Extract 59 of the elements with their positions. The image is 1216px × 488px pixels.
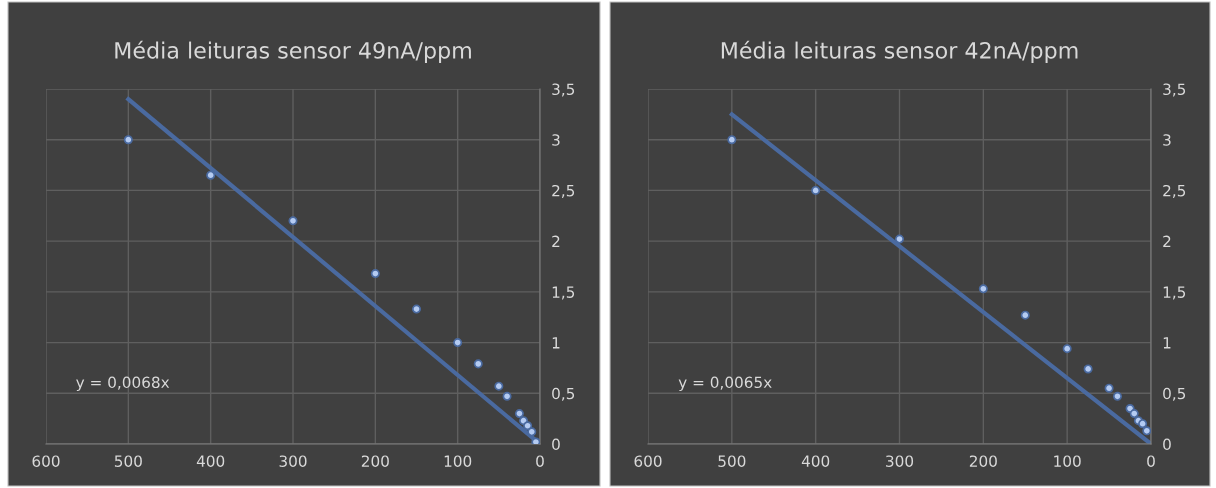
point [531,437,540,444]
x-tick-label: 0 [536,455,544,467]
point [1138,419,1148,429]
point [370,269,380,279]
x-tick-label: 100 [444,455,472,467]
y-tick-label: 2,5 [552,184,575,199]
x-tick-label: 500 [114,455,142,467]
y-tick-label: 3 [552,134,560,146]
point [1083,364,1093,374]
point [1020,310,1030,320]
point [1142,426,1151,436]
y-tick-label: 3,5 [552,83,575,97]
x-tick-label: 600 [634,455,662,467]
annotation: y = 0,0068x [76,376,170,392]
point [453,338,463,348]
x-tick-label: 300 [886,455,914,467]
chart-title: Média leituras sensor 42nA/ppm [721,40,1078,64]
point [288,216,298,226]
y-tick-label: 2 [552,235,560,247]
point [411,304,422,314]
point [527,427,537,437]
point [494,381,504,391]
x-tick-label: 200 [969,455,997,467]
y-tick-label: 0,5 [1163,387,1186,401]
x-tick-label: 600 [32,455,60,467]
y-tick-label: 3 [1163,134,1171,146]
y-tick-label: 2 [1163,235,1171,247]
point [1112,391,1122,401]
point [123,135,133,145]
point [978,284,988,294]
annotation: y = 0,0065x [678,376,772,392]
point [206,170,216,180]
point [523,421,533,431]
y-tick-label: 1,5 [1163,286,1186,300]
chart-title: Média leituras sensor 49nA/ppm [115,40,471,64]
y-tick-label: 2,5 [1163,184,1186,199]
point [1129,409,1139,419]
x-tick-label: 200 [361,455,389,467]
y-tick-label: 1 [1163,337,1171,349]
point [502,391,512,401]
y-tick-label: 0 [552,438,560,451]
point [514,409,524,419]
y-tick-label: 3,5 [1163,83,1186,97]
point [473,359,483,369]
point [727,135,737,145]
y-tick-label: 0 [1163,438,1171,451]
x-tick-label: 300 [279,455,307,467]
point [1104,383,1114,393]
x-tick-label: 0 [1147,455,1155,467]
y-tick-label: 0,5 [552,387,575,401]
point [811,185,821,195]
x-tick-label: 400 [801,455,830,467]
point [894,234,905,244]
y-tick-label: 1 [552,337,560,349]
x-tick-label: 100 [1054,455,1081,467]
y-tick-label: 1,5 [552,286,575,300]
x-tick-label: 500 [718,455,746,467]
point [1062,344,1072,354]
x-tick-label: 400 [196,455,225,467]
